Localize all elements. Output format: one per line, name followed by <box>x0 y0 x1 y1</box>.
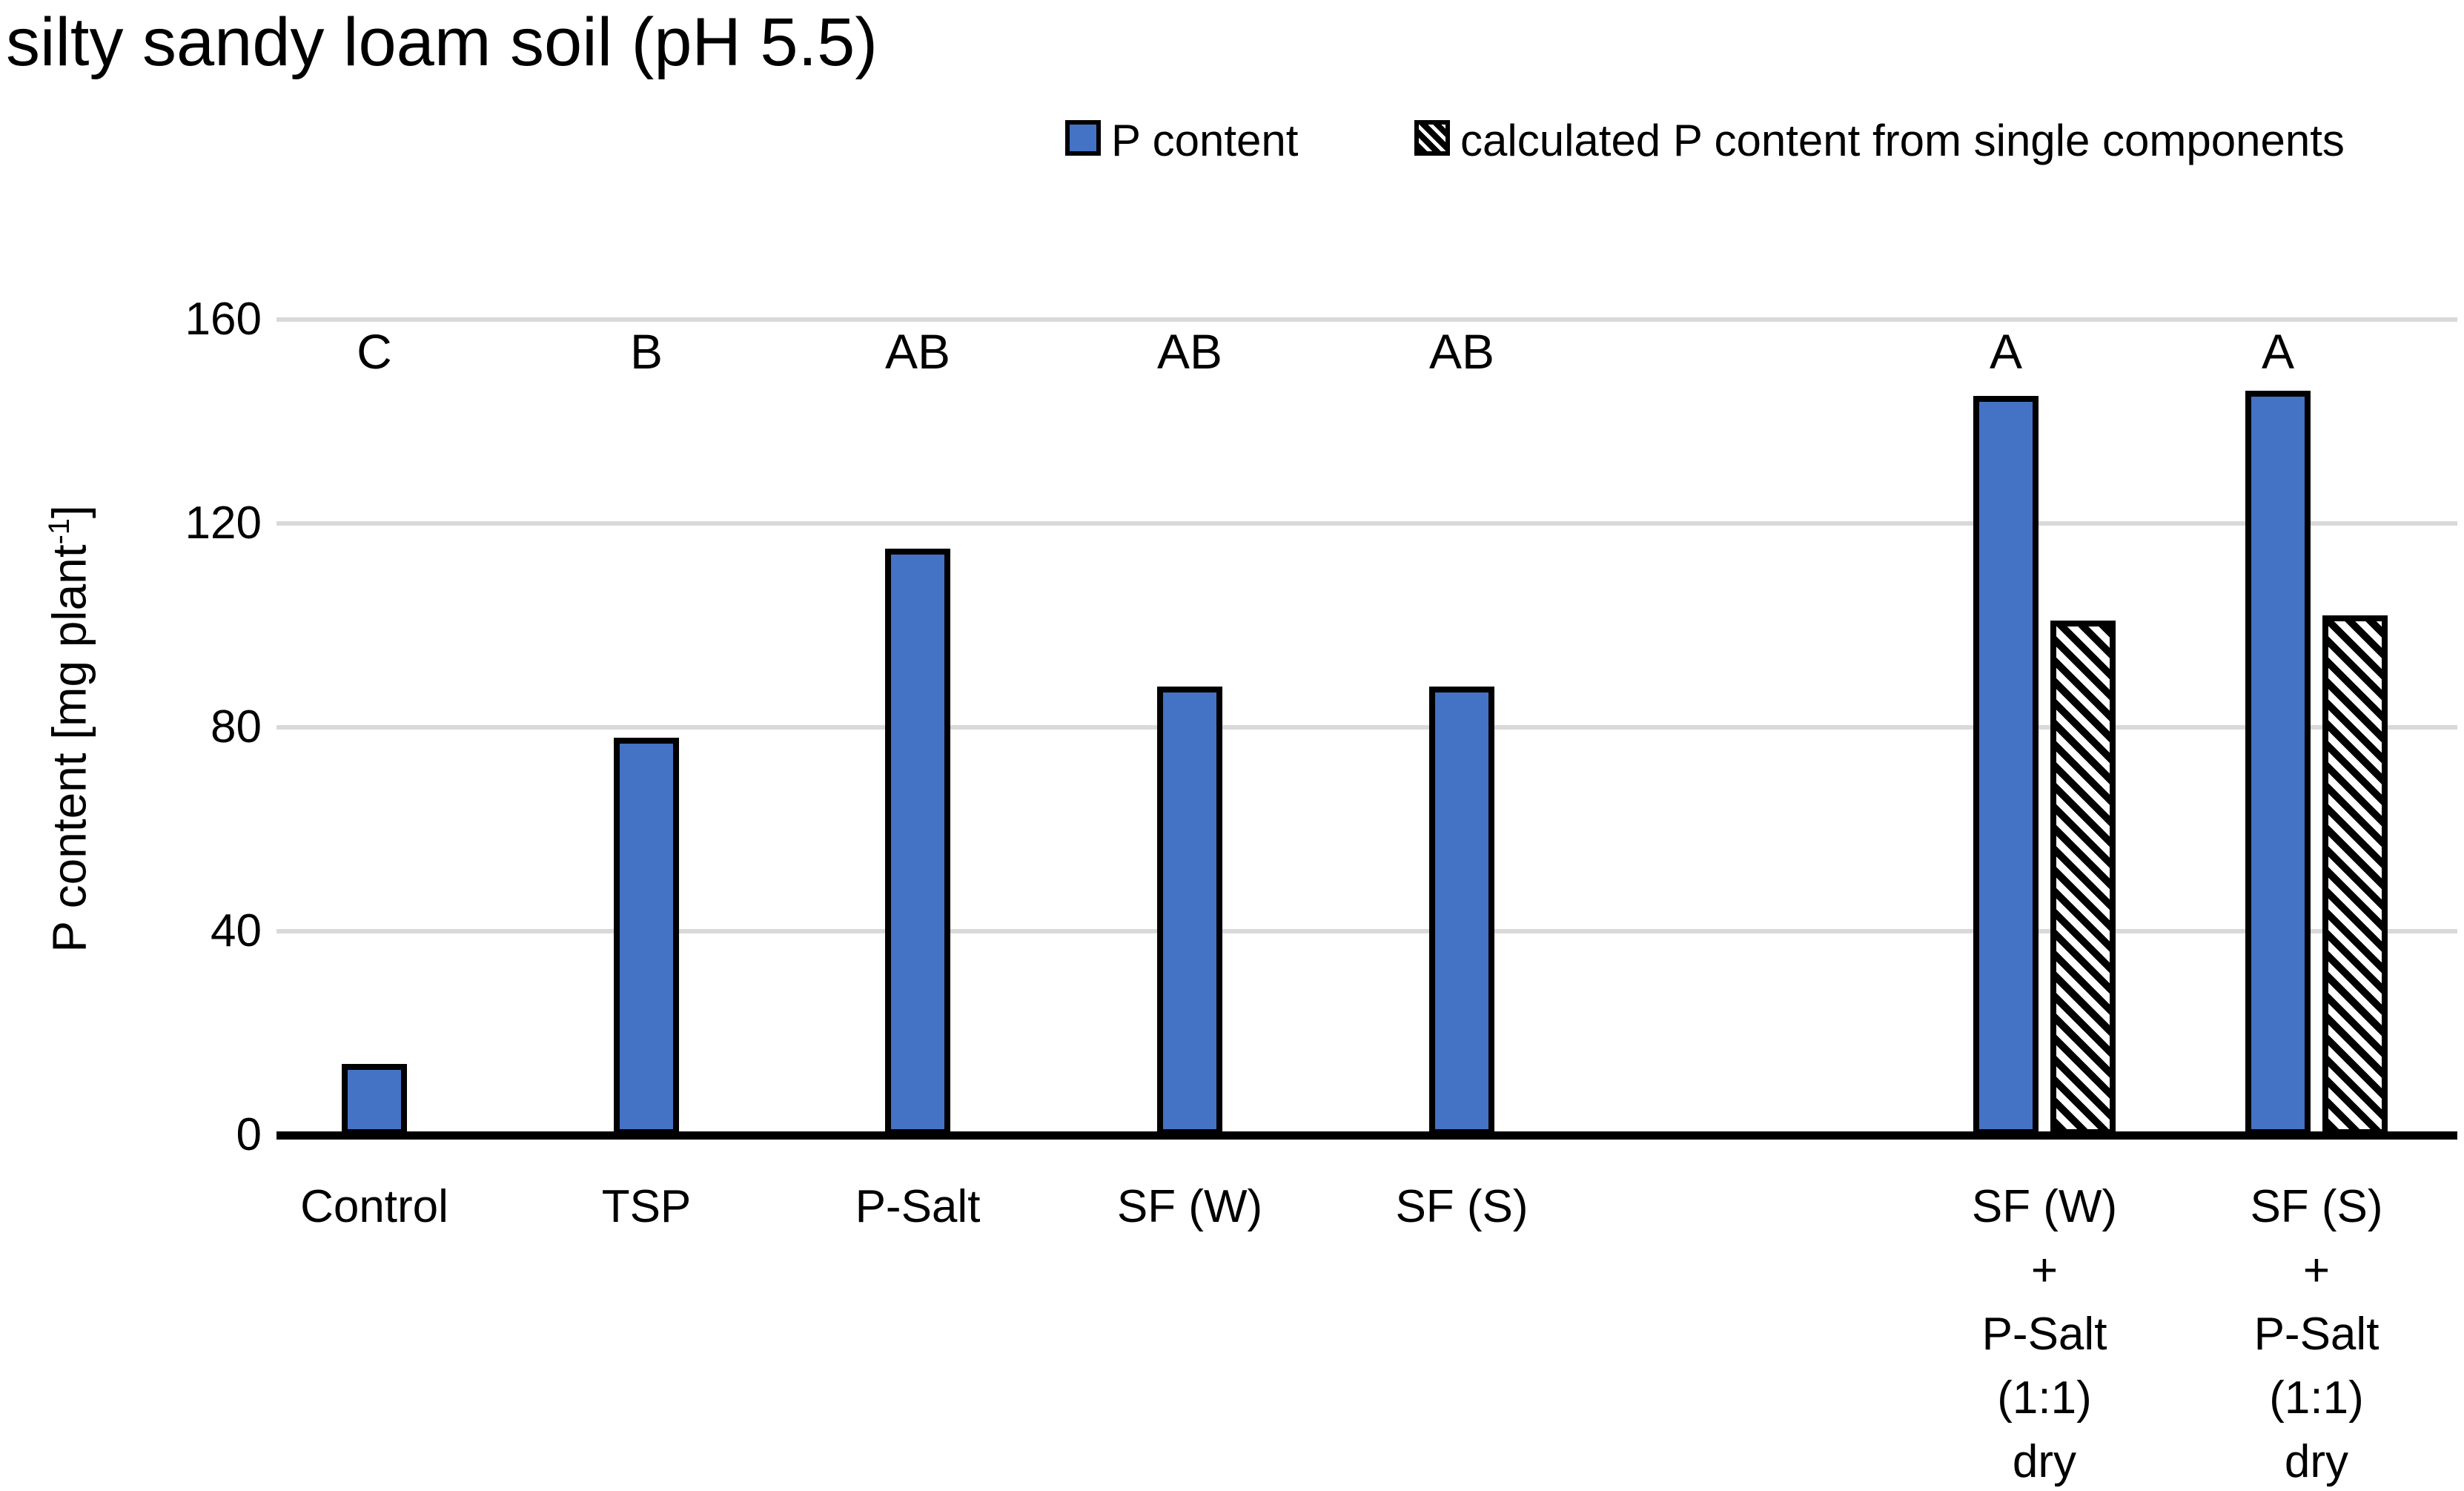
gridline-80 <box>276 725 2457 730</box>
bar-measured-5 <box>1429 687 1494 1135</box>
y-tick-label-120: 120 <box>185 497 262 549</box>
gridline-160 <box>276 317 2457 322</box>
significance-letter-5: AB <box>1428 324 1495 379</box>
y-tick-label-160: 160 <box>185 294 262 345</box>
significance-letter-4: AB <box>1156 324 1223 379</box>
bar-measured-7 <box>2245 391 2311 1135</box>
x-axis-label-3: P-Salt <box>855 1181 981 1232</box>
bar-measured-3 <box>885 549 950 1135</box>
significance-letter-1: C <box>357 324 392 379</box>
gridline-40 <box>276 929 2457 933</box>
x-axis-label-5: SF (S) <box>1395 1181 1529 1232</box>
bar-measured-4 <box>1157 687 1222 1135</box>
significance-letter-6: A <box>1989 324 2023 379</box>
x-axis-label-1: Control <box>300 1181 448 1232</box>
significance-letter-2: B <box>629 324 663 379</box>
chart-title: silty sandy loam soil (pH 5.5) <box>6 4 878 80</box>
legend-item-calculated-p-content: calculated P content from single compone… <box>1414 119 2345 163</box>
significance-letter-3: AB <box>884 324 951 379</box>
legend-label: calculated P content from single compone… <box>1460 116 2345 165</box>
bar-measured-2 <box>614 737 679 1135</box>
bar-measured-1 <box>342 1063 407 1135</box>
y-tick-label-80: 80 <box>211 701 262 753</box>
legend-label: P content <box>1111 116 1299 165</box>
legend-swatch-solid-icon <box>1065 120 1101 156</box>
x-axis-label-7: SF (S) + P-Salt (1:1) dry <box>2250 1181 2383 1487</box>
y-tick-label-0: 0 <box>236 1109 262 1160</box>
bar-calculated-7 <box>2322 615 2388 1135</box>
x-axis-label-4: SF (W) <box>1116 1181 1263 1232</box>
bar-measured-6 <box>1973 396 2039 1135</box>
gridline-120 <box>276 521 2457 526</box>
y-tick-label-40: 40 <box>211 905 262 956</box>
x-axis-label-6: SF (W) + P-Salt (1:1) dry <box>1971 1181 2118 1487</box>
legend-item-p-content: P content <box>1065 119 1298 163</box>
legend-swatch-hatch-icon <box>1414 120 1450 156</box>
x-axis-line <box>276 1131 2457 1140</box>
bar-calculated-6 <box>2050 620 2116 1135</box>
x-axis-label-2: TSP <box>601 1181 692 1232</box>
significance-letter-7: A <box>2261 324 2295 379</box>
